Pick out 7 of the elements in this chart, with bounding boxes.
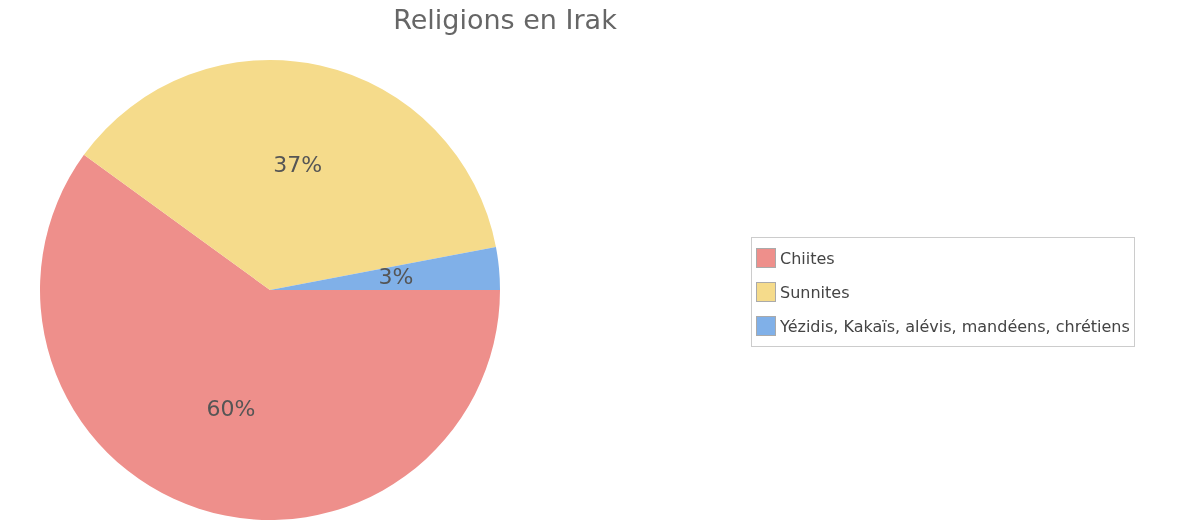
legend-label: Sunnites xyxy=(780,282,850,302)
data-label: 3% xyxy=(378,263,414,289)
data-label: 37% xyxy=(273,152,323,178)
data-label: 60% xyxy=(206,396,256,422)
legend-label: Yézidis, Kakaïs, alévis, mandéens, chrétiens xyxy=(780,316,1130,336)
legend-label: Chiites xyxy=(780,248,835,268)
chart-title: Religions en Irak xyxy=(392,4,618,35)
